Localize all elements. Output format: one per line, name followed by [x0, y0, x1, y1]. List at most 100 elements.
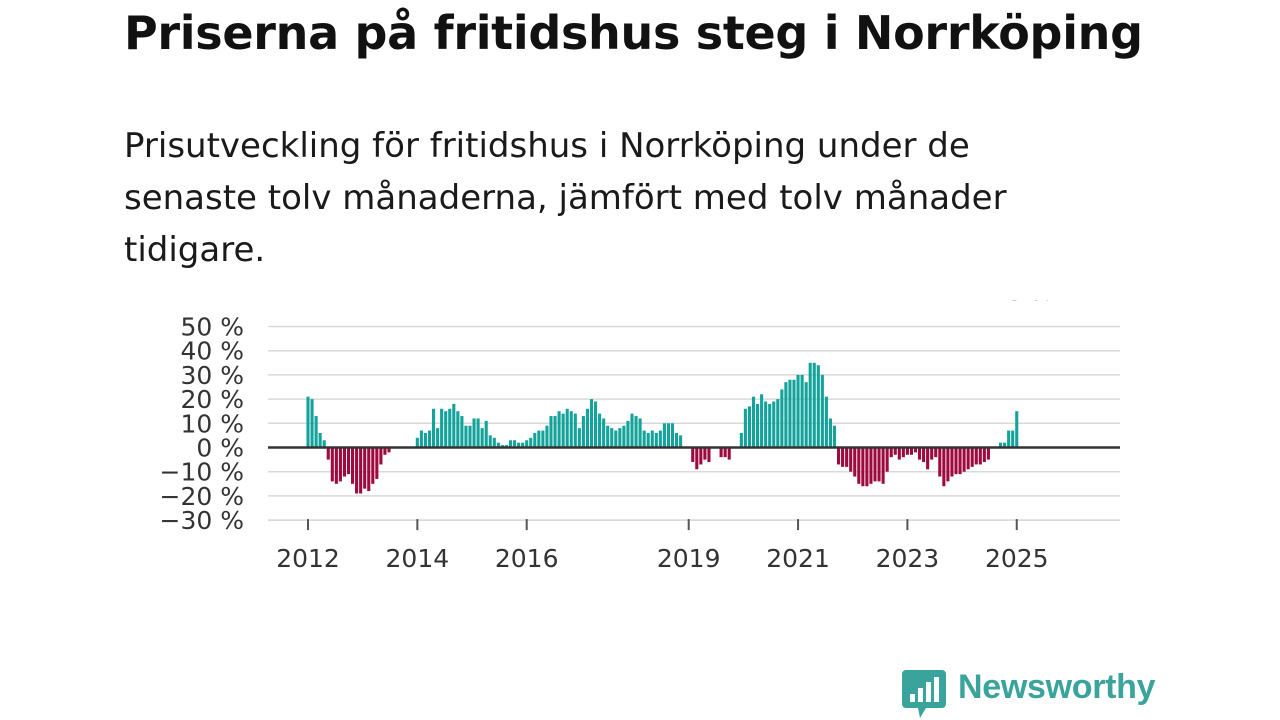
- bar: [606, 425, 610, 448]
- bar: [594, 401, 598, 448]
- bar: [330, 447, 334, 482]
- bar: [926, 447, 930, 470]
- bar: [865, 447, 869, 487]
- bar: [869, 447, 873, 484]
- bar: [695, 447, 699, 470]
- bar: [1003, 442, 1007, 448]
- x-tick-label: 2019: [657, 544, 721, 573]
- chart-subtitle: Prisutveckling för fritidshus i Norrköpi…: [124, 126, 1007, 270]
- gridlines: [268, 325, 1120, 521]
- bar: [978, 447, 982, 465]
- bar: [614, 430, 618, 448]
- bar: [999, 442, 1003, 448]
- bar: [618, 428, 622, 448]
- bar: [351, 447, 355, 484]
- bar: [885, 447, 889, 472]
- bar: [934, 447, 938, 458]
- bar: [622, 425, 626, 448]
- x-tick-label: 2023: [876, 544, 940, 573]
- bar: [419, 430, 423, 448]
- bar: [986, 447, 990, 460]
- bar: [375, 447, 379, 479]
- bar: [654, 432, 658, 448]
- bar: [772, 401, 776, 448]
- bar: [942, 447, 946, 487]
- bar: [873, 447, 877, 482]
- bar: [334, 447, 338, 484]
- bar: [950, 447, 954, 477]
- bar: [338, 447, 342, 482]
- newsworthy-logo-icon: [902, 670, 946, 718]
- bar: [480, 428, 484, 448]
- bar: [675, 432, 679, 448]
- bar: [553, 416, 557, 448]
- bar: [974, 447, 978, 465]
- x-tick-label: 2021: [766, 544, 830, 573]
- newsworthy-logo[interactable]: Newsworthy: [902, 668, 1162, 720]
- bar: [496, 442, 500, 448]
- bar: [804, 382, 808, 448]
- bar: [662, 423, 666, 448]
- y-axis-labels: 50 %40 %30 %20 %10 %0 %−10 %−20 %−30 %: [160, 313, 244, 536]
- bar: [982, 447, 986, 463]
- bar: [508, 440, 513, 448]
- bar: [893, 447, 897, 455]
- bar: [322, 440, 326, 448]
- bar: [841, 447, 845, 467]
- y-tick-label: 0 %: [196, 434, 244, 463]
- bar: [1015, 411, 1019, 448]
- x-tick-label: 2014: [386, 544, 450, 573]
- bar: [946, 447, 950, 482]
- bar: [415, 437, 419, 448]
- bar: [788, 379, 792, 448]
- bar: [581, 416, 585, 448]
- x-axis: 2012 2014 2016 2019 2021 2023 2025: [276, 519, 1049, 573]
- bar: [561, 413, 565, 448]
- bar: [691, 447, 695, 463]
- bar: [658, 430, 662, 448]
- bar: [585, 408, 589, 448]
- bar: [768, 403, 772, 448]
- bar: [513, 440, 517, 448]
- bar: [444, 411, 448, 448]
- bar: [897, 447, 901, 460]
- bar: [970, 447, 974, 467]
- bar: [719, 447, 723, 458]
- bar: [760, 394, 764, 448]
- bar: [460, 416, 464, 448]
- x-tick-label: 2012: [276, 544, 340, 573]
- bar: [626, 420, 630, 448]
- bar: [359, 447, 363, 494]
- bar: [529, 437, 533, 448]
- bar: [784, 382, 788, 448]
- bar: [634, 416, 638, 448]
- bar: [796, 374, 800, 448]
- chart-title: Priserna på fritidshus steg i Norrköping: [124, 6, 1143, 60]
- bar: [966, 447, 970, 470]
- bar: [938, 447, 942, 477]
- bar: [517, 442, 521, 448]
- bar: [828, 418, 832, 448]
- brand-name: Newsworthy: [958, 668, 1156, 706]
- bar: [764, 401, 768, 448]
- bar: [440, 408, 444, 448]
- bar: [379, 447, 383, 465]
- bar: [800, 374, 804, 448]
- bar: [346, 447, 351, 475]
- bar: [743, 408, 747, 448]
- bar: [837, 447, 841, 465]
- bar: [432, 408, 436, 448]
- bar: [666, 423, 670, 448]
- x-tick-label: 2016: [495, 544, 559, 573]
- bar: [602, 418, 606, 448]
- bar: [367, 447, 371, 492]
- bar: [727, 447, 731, 460]
- bar: [857, 447, 861, 484]
- bar: [1011, 430, 1015, 448]
- bar: [739, 432, 743, 448]
- annotation: 15 %: [994, 300, 1052, 306]
- bar: [816, 365, 820, 448]
- bar: [780, 389, 784, 448]
- bar: [363, 447, 367, 489]
- bar-chart: 50 %40 %30 %20 %10 %0 %−10 %−20 %−30 % 2…: [160, 300, 1120, 573]
